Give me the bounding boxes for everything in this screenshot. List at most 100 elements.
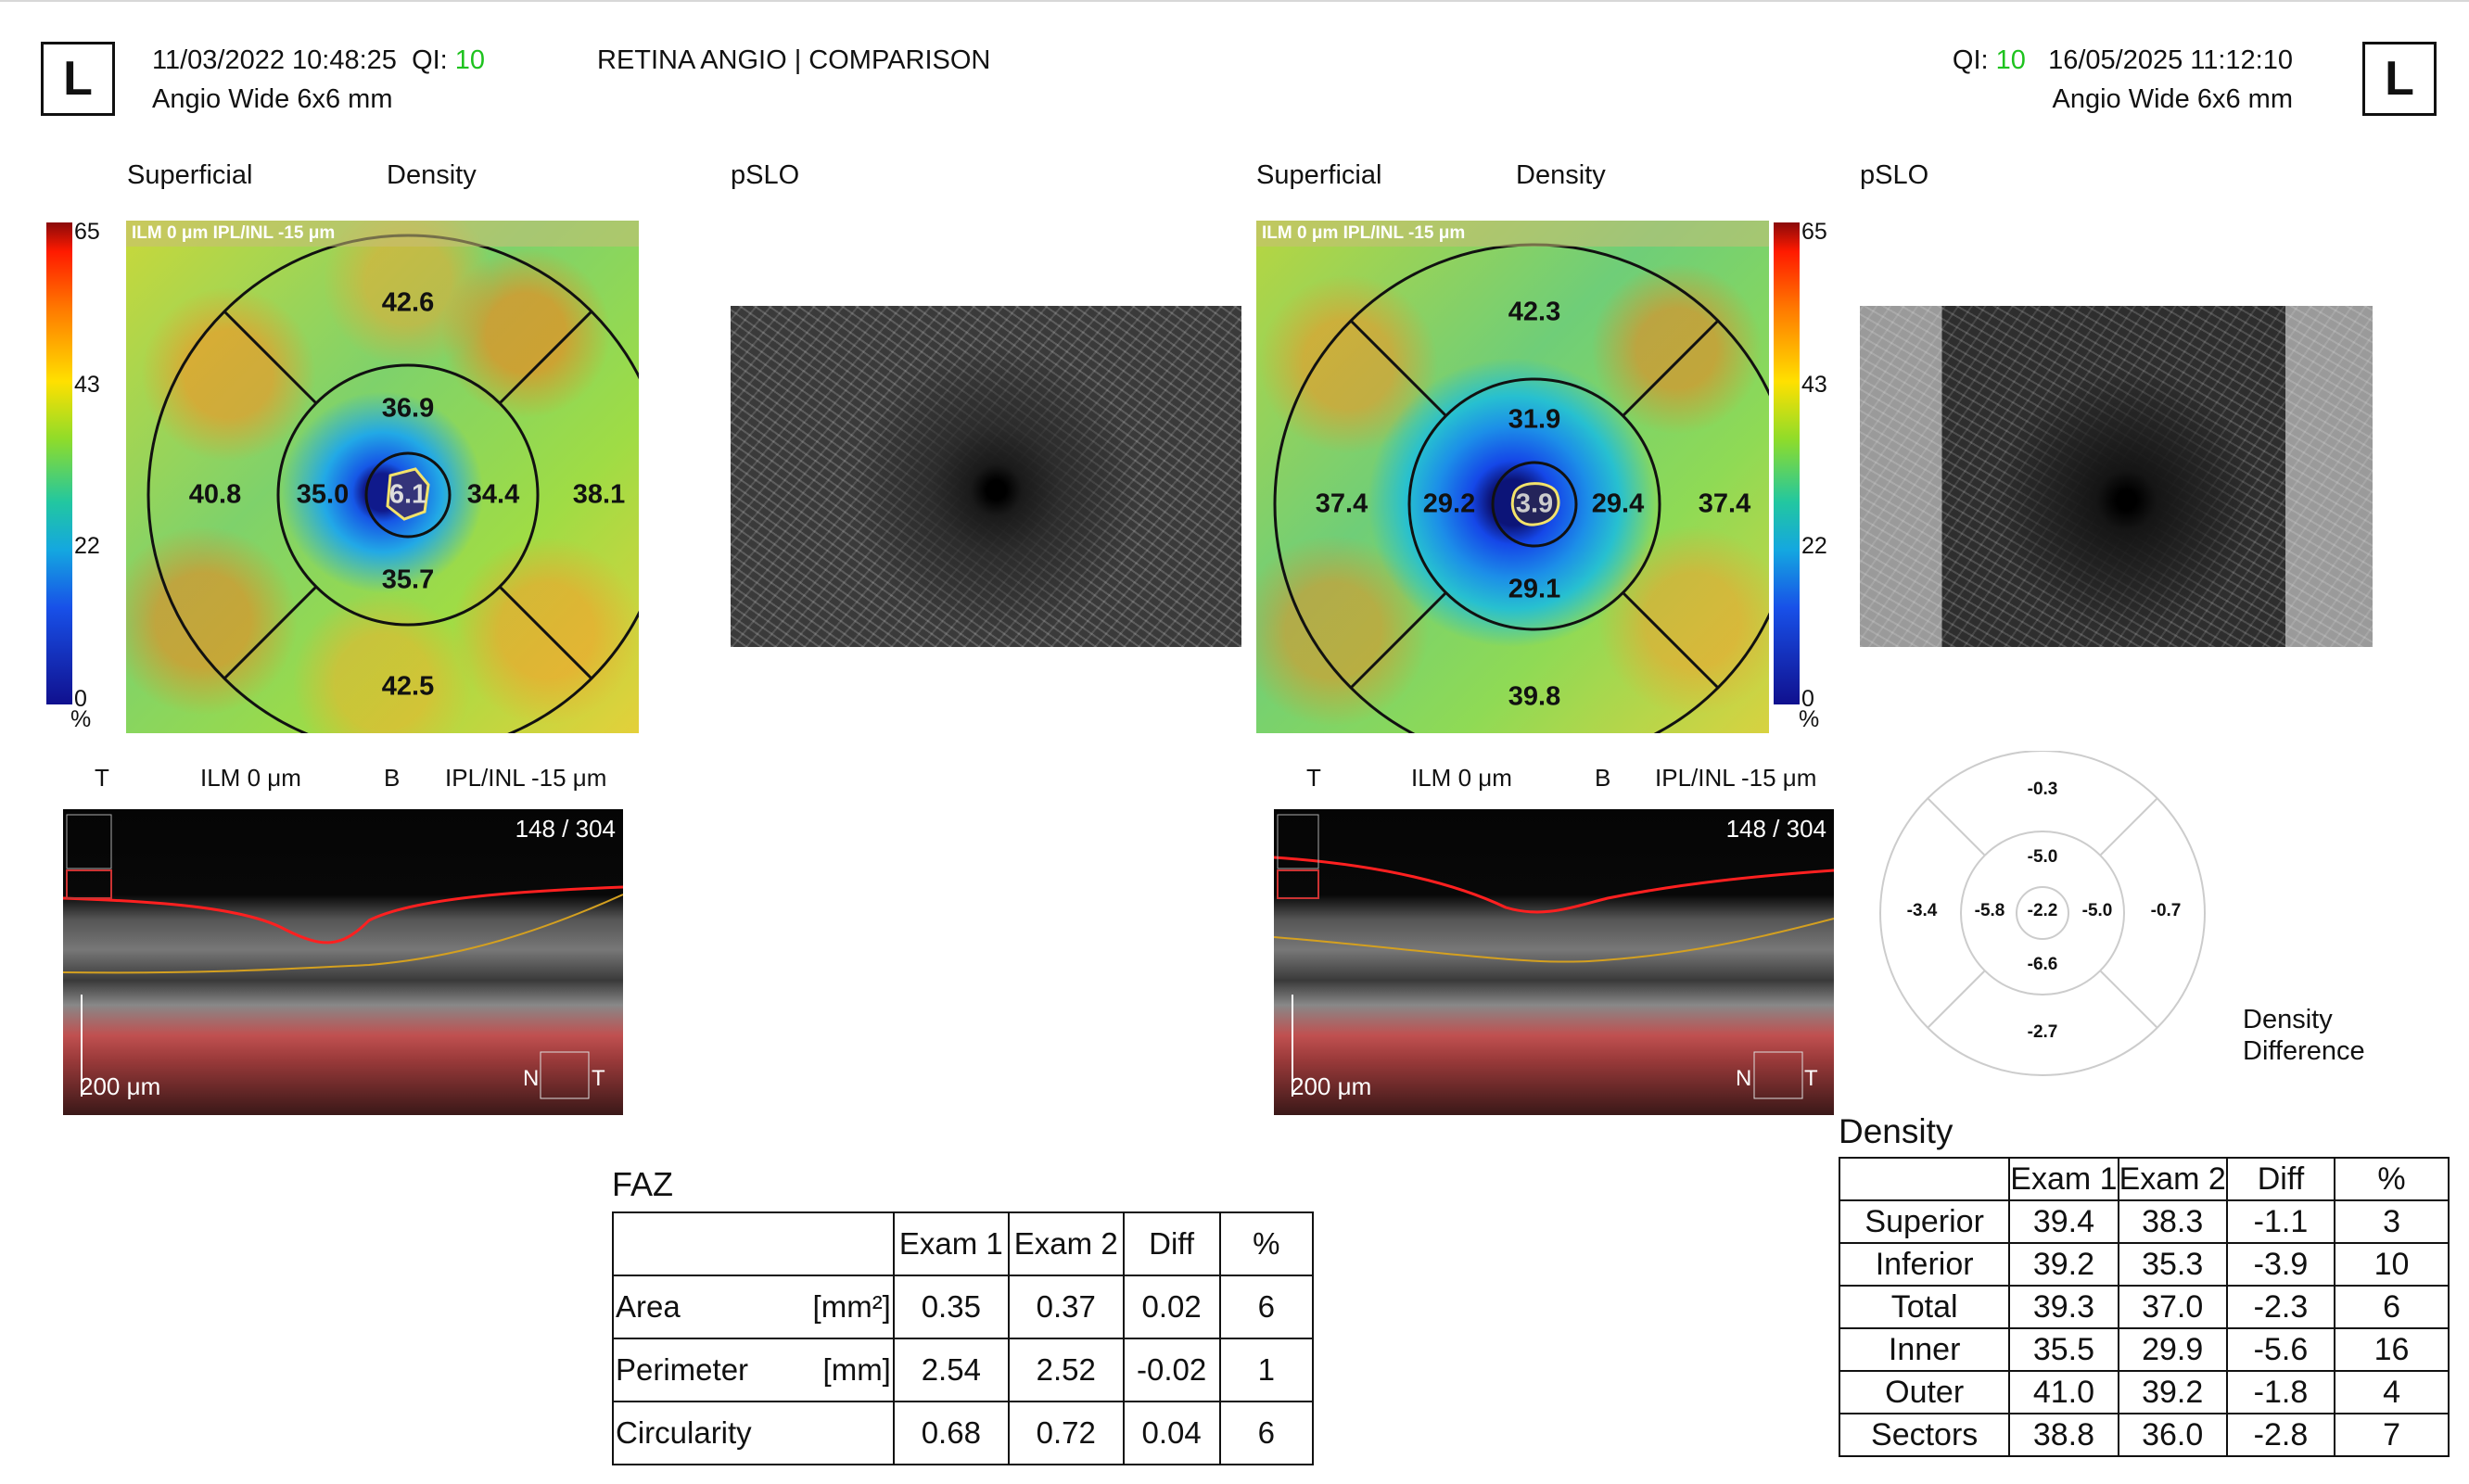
- density-superior-exam2: 38.3: [2117, 1199, 2228, 1244]
- exam1-scan-type: Angio Wide 6x6 mm: [152, 84, 393, 114]
- exam2-superficial-label: Superficial: [1256, 160, 1382, 190]
- exam1-outer-nasal: 40.8: [188, 479, 242, 510]
- exam1-bscan-image: 148 / 304 200 μm N T: [63, 809, 623, 1115]
- exam1-qi-value: 10: [454, 45, 486, 75]
- faz-title: FAZ: [612, 1165, 674, 1203]
- exam2-inner-inferior: 29.1: [1508, 574, 1561, 604]
- density-header-empty: [1838, 1157, 2011, 1201]
- exam2-bscan-overlay: [1274, 814, 1834, 1099]
- exam2-bscan-scalebar: 200 μm: [1291, 1072, 1372, 1100]
- density-table-title: Density: [1839, 1112, 1954, 1150]
- faz-header-empty: [612, 1211, 895, 1276]
- exam2-center: 3.9: [1515, 488, 1554, 519]
- exam2-density-map: ILM 0 μm IPL/INL -15 μm 42.3 31.9 37.4 2…: [1256, 221, 1769, 733]
- exam1-bscan-b: B: [384, 764, 401, 792]
- report-title: RETINA ANGIO | COMPARISON: [597, 45, 991, 75]
- exam2-bscan-n: N: [1736, 1066, 1752, 1091]
- exam2-datetime-text: 16/05/2025 11:12:10: [2048, 45, 2293, 75]
- exam1-inner-inferior: 35.7: [381, 564, 435, 595]
- top-divider: [0, 0, 2469, 2]
- density-row-inner: Inner 35.5 29.9 -5.6 16: [1838, 1327, 2450, 1372]
- exam1-scale-unit: %: [70, 706, 92, 732]
- faz-area-exam1: 0.35: [892, 1275, 1010, 1339]
- density-superior-exam1: 39.4: [2008, 1199, 2119, 1244]
- faz-row-perimeter: Perimeter [mm] 2.54 2.52 -0.02 1: [612, 1338, 1314, 1402]
- density-total-diff: -2.3: [2225, 1285, 2336, 1329]
- exam1-scale-43: 43: [74, 372, 100, 398]
- faz-area-pct: 6: [1218, 1275, 1314, 1339]
- density-inferior-name: Inferior: [1838, 1242, 2011, 1287]
- exam1-bscan-slice: 148 / 304: [515, 815, 616, 843]
- density-inferior-exam1: 39.2: [2008, 1242, 2119, 1287]
- density-header-exam1: Exam 1: [2008, 1157, 2119, 1201]
- exam2-pslo-image: [1860, 306, 2373, 647]
- exam1-density-label: Density: [387, 160, 477, 190]
- exam1-qi-label: QI:: [412, 45, 448, 75]
- exam1-superficial-label: Superficial: [127, 160, 253, 190]
- density-total-name: Total: [1838, 1285, 2011, 1329]
- exam2-scale-unit: %: [1799, 706, 1820, 732]
- faz-row-circularity: Circularity 0.68 0.72 0.04 6: [612, 1401, 1314, 1465]
- density-row-outer: Outer 41.0 39.2 -1.8 4: [1838, 1370, 2450, 1414]
- exam2-scale-0: 0: [1801, 686, 1814, 712]
- density-sectors-exam1: 38.8: [2008, 1413, 2119, 1457]
- exam1-outer-temporal: 38.1: [572, 479, 626, 510]
- density-inferior-pct: 10: [2334, 1242, 2450, 1287]
- diff-inner-inferior: -6.6: [2027, 955, 2058, 974]
- exam1-bscan-ilm: ILM 0 μm: [200, 764, 301, 792]
- exam2-color-scale: [1774, 222, 1800, 704]
- faz-area-exam2: 0.37: [1007, 1275, 1125, 1339]
- density-total-exam1: 39.3: [2008, 1285, 2119, 1329]
- exam2-bscan-ipl: IPL/INL -15 μm: [1655, 764, 1817, 792]
- faz-circularity-label: Circularity: [612, 1401, 895, 1465]
- exam1-scale-22: 22: [74, 533, 100, 559]
- density-inner-name: Inner: [1838, 1327, 2011, 1372]
- density-row-total: Total 39.3 37.0 -2.3 6: [1838, 1285, 2450, 1329]
- exam1-layer-bar: ILM 0 μm IPL/INL -15 μm: [126, 221, 639, 247]
- density-sectors-exam2: 36.0: [2117, 1413, 2228, 1457]
- faz-header-diff: Diff: [1122, 1211, 1221, 1276]
- density-inner-diff: -5.6: [2225, 1327, 2336, 1372]
- exam2-layer-bar: ILM 0 μm IPL/INL -15 μm: [1256, 221, 1769, 247]
- density-sectors-name: Sectors: [1838, 1413, 2011, 1457]
- faz-circularity-exam1: 0.68: [892, 1401, 1010, 1465]
- density-total-exam2: 37.0: [2117, 1285, 2228, 1329]
- exam1-outer-inferior: 42.5: [381, 671, 435, 702]
- density-outer-exam2: 39.2: [2117, 1370, 2228, 1414]
- exam1-pslo-label: pSLO: [731, 160, 800, 190]
- exam2-bscan-ilm: ILM 0 μm: [1411, 764, 1512, 792]
- exam2-bscan-t: T: [1306, 764, 1321, 792]
- diff-inner-nasal: -5.8: [1974, 901, 2005, 920]
- diff-inner-temporal: -5.0: [2081, 901, 2113, 920]
- exam1-density-map: ILM 0 μm IPL/INL -15 μm 42.6 36.9 40.8 3…: [126, 221, 639, 733]
- density-difference-label-2: Difference: [2243, 1036, 2365, 1066]
- diff-outer-superior: -0.3: [2027, 780, 2058, 799]
- faz-row-area: Area [mm²] 0.35 0.37 0.02 6: [612, 1275, 1314, 1339]
- faz-header-exam2: Exam 2: [1007, 1211, 1125, 1276]
- exam2-scale-43: 43: [1801, 372, 1827, 398]
- density-superior-name: Superior: [1838, 1199, 2011, 1244]
- faz-area-name: Area: [616, 1289, 681, 1324]
- exam1-outer-superior: 42.6: [381, 287, 435, 318]
- diff-center: -2.2: [2027, 901, 2058, 920]
- faz-area-unit: [mm²]: [812, 1289, 891, 1324]
- exam1-pslo-image: [731, 306, 1241, 647]
- density-header-diff: Diff: [2225, 1157, 2336, 1201]
- faz-table: Exam 1 Exam 2 Diff % Area [mm²] 0.35 0.37…: [612, 1211, 1314, 1465]
- exam2-outer-inferior: 39.8: [1508, 681, 1561, 712]
- faz-perimeter-label: Perimeter [mm]: [612, 1338, 895, 1402]
- exam1-bscan-t2: T: [592, 1066, 605, 1091]
- exam2-scan-type: Angio Wide 6x6 mm: [2052, 84, 2294, 114]
- faz-perimeter-unit: [mm]: [822, 1352, 891, 1387]
- diff-outer-inferior: -2.7: [2027, 1022, 2058, 1042]
- exam1-center: 6.1: [388, 479, 427, 510]
- exam1-scale-65: 65: [74, 219, 100, 245]
- faz-circularity-name: Circularity: [616, 1415, 752, 1450]
- exam2-scale-65: 65: [1801, 219, 1827, 245]
- exam2-outer-nasal: 37.4: [1315, 488, 1368, 519]
- density-row-superior: Superior 39.4 38.3 -1.1 3: [1838, 1199, 2450, 1244]
- eye-indicator-left: L: [41, 42, 115, 116]
- faz-area-diff: 0.02: [1122, 1275, 1221, 1339]
- density-inner-pct: 16: [2334, 1327, 2450, 1372]
- density-outer-name: Outer: [1838, 1370, 2011, 1414]
